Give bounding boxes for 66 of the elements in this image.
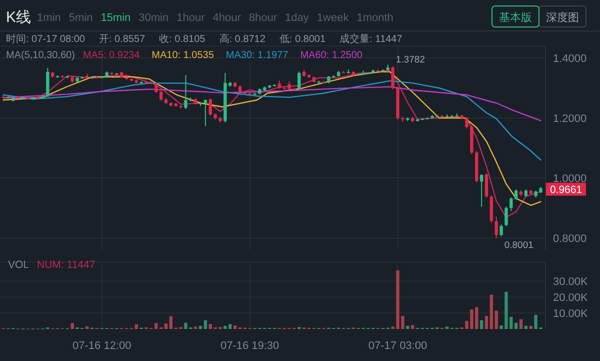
text: 低: 0.8001 — [279, 34, 326, 45]
annotation: 0.8001 — [504, 240, 534, 251]
bar — [169, 316, 173, 329]
y-tick-label: 1.2000 — [553, 113, 587, 125]
text: 1hour — [176, 12, 206, 24]
chart-title: K线 — [6, 9, 32, 26]
annotation: NUM: 11447 — [37, 259, 96, 271]
text: 成交量: 11447 — [340, 33, 403, 45]
bar — [490, 294, 494, 329]
candlestick — [500, 224, 503, 237]
bar — [480, 320, 484, 329]
x-tick-label: 07-17 03:00 — [368, 340, 428, 352]
bar — [514, 322, 518, 329]
candlestick — [514, 188, 518, 200]
candlestick — [484, 173, 488, 198]
candlestick — [494, 216, 498, 238]
y-tick-label: 1.0000 — [553, 173, 587, 185]
text: 1week — [316, 12, 350, 24]
series-label: MA5: 0.9234 — [82, 50, 140, 61]
y-tick-label: 0.8000 — [553, 233, 587, 245]
candlestick — [504, 206, 508, 226]
candlestick — [298, 71, 301, 90]
candlestick — [159, 90, 163, 102]
annotation: 1.3782 — [396, 54, 425, 66]
candlestick — [465, 116, 468, 129]
y-tick-label: 1.4000 — [553, 53, 587, 65]
text: 30min — [138, 12, 169, 24]
bar — [410, 325, 414, 329]
bar — [233, 325, 237, 329]
series-label: MA10: 1.0535 — [152, 50, 214, 61]
candlestick — [391, 66, 394, 90]
candlestick — [204, 98, 208, 127]
x-tick-label: 07-16 12:00 — [72, 340, 132, 352]
bar — [484, 316, 488, 329]
legend-title: MA(5,10,30,60) — [6, 50, 75, 61]
text: 5min — [68, 12, 93, 24]
y-tick-label: 20.00K — [553, 292, 589, 304]
text: 收: 0.8105 — [159, 34, 206, 45]
candlestick — [480, 174, 484, 208]
text: 15min — [100, 12, 131, 24]
text: 时间: 07-17 08:00 — [6, 33, 86, 45]
chart-title: VOL — [8, 259, 30, 271]
bar — [70, 323, 74, 329]
text: 8hour — [248, 12, 278, 24]
bar — [164, 323, 168, 329]
text: MA30: 1.1977 — [226, 50, 289, 61]
text: 高: 0.8712 — [219, 33, 266, 45]
text: 4hour — [212, 12, 242, 24]
text: MA60: 1.2500 — [300, 50, 363, 61]
x-tick-label: 07-16 19:30 — [220, 340, 280, 352]
text: 1day — [285, 12, 310, 24]
text: 开: 0.8557 — [98, 34, 146, 45]
y-tick-label: 10.00K — [553, 308, 589, 320]
annotation: 0.9661 — [550, 184, 582, 196]
y-tick-label: 30.00K — [553, 276, 589, 288]
text: 基本版 — [499, 11, 532, 24]
text: 深度图 — [546, 11, 579, 24]
bar — [134, 324, 138, 329]
bar — [204, 320, 208, 329]
bar — [519, 319, 523, 329]
candlestick — [154, 82, 158, 94]
candlestick — [208, 98, 212, 116]
candlestick — [510, 197, 513, 212]
text: 1month — [356, 12, 394, 24]
bar — [494, 310, 498, 329]
text: 1min — [37, 12, 61, 24]
